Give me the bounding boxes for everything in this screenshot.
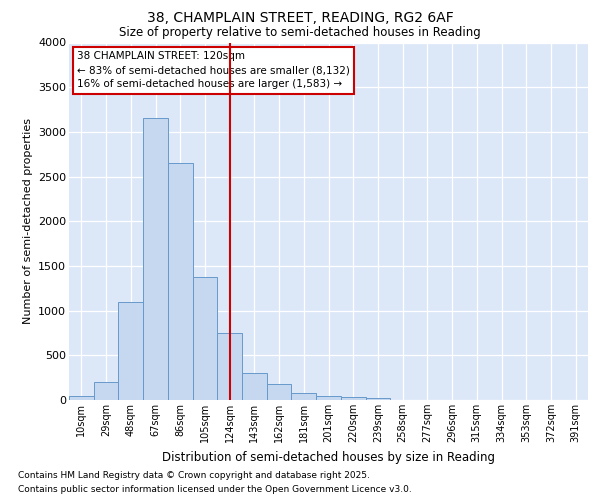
X-axis label: Distribution of semi-detached houses by size in Reading: Distribution of semi-detached houses by … bbox=[162, 450, 495, 464]
Y-axis label: Number of semi-detached properties: Number of semi-detached properties bbox=[23, 118, 32, 324]
Bar bbox=[217, 333, 242, 400]
Bar bbox=[365, 398, 390, 400]
Text: 38, CHAMPLAIN STREET, READING, RG2 6AF: 38, CHAMPLAIN STREET, READING, RG2 6AF bbox=[146, 11, 454, 25]
Bar bbox=[193, 276, 217, 400]
Bar bbox=[267, 384, 292, 400]
Bar bbox=[94, 382, 118, 400]
Bar bbox=[69, 396, 94, 400]
Text: 38 CHAMPLAIN STREET: 120sqm
← 83% of semi-detached houses are smaller (8,132)
16: 38 CHAMPLAIN STREET: 120sqm ← 83% of sem… bbox=[77, 52, 350, 90]
Text: Contains HM Land Registry data © Crown copyright and database right 2025.: Contains HM Land Registry data © Crown c… bbox=[18, 471, 370, 480]
Bar bbox=[316, 396, 341, 400]
Bar bbox=[292, 394, 316, 400]
Bar bbox=[242, 373, 267, 400]
Bar bbox=[118, 302, 143, 400]
Bar bbox=[168, 163, 193, 400]
Bar bbox=[143, 118, 168, 400]
Text: Contains public sector information licensed under the Open Government Licence v3: Contains public sector information licen… bbox=[18, 485, 412, 494]
Bar bbox=[341, 398, 365, 400]
Text: Size of property relative to semi-detached houses in Reading: Size of property relative to semi-detach… bbox=[119, 26, 481, 39]
